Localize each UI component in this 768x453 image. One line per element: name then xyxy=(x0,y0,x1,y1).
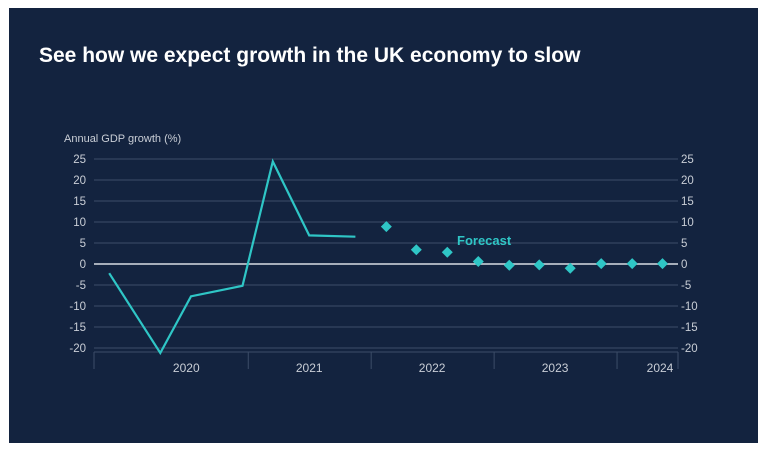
x-tick-label: 2024 xyxy=(647,361,674,375)
series-line xyxy=(108,158,356,356)
forecast-marker xyxy=(503,259,515,271)
y-tick-label-right: 10 xyxy=(681,217,694,229)
gridlines xyxy=(94,158,678,349)
forecast-series xyxy=(380,221,669,274)
y-tick-label-left: -10 xyxy=(69,301,86,313)
y-tick-label-left: 10 xyxy=(73,217,86,229)
y-tick-label-right: 5 xyxy=(681,238,687,250)
y-tick-label-left: -5 xyxy=(76,280,86,292)
y-tick-label-right: -5 xyxy=(681,280,691,292)
forecast-marker xyxy=(533,259,545,271)
forecast-marker xyxy=(441,246,453,258)
forecast-marker xyxy=(472,255,484,267)
forecast-label: Forecast xyxy=(457,233,512,248)
y-tick-label-right: 0 xyxy=(681,259,687,271)
x-tick-label: 2023 xyxy=(542,361,569,375)
y-axis-ticks: 25 25 20 20 15 15 10 10 5 5 0 0 -5 -5 -10 -10 -15 -15 -20 -… xyxy=(69,154,697,355)
y-tick-label-right: -15 xyxy=(681,322,698,334)
y-tick-label-left: 20 xyxy=(73,175,86,187)
y-tick-label-left: 0 xyxy=(80,259,86,271)
y-tick-label-left: 5 xyxy=(80,238,86,250)
y-tick-label-right: -20 xyxy=(681,343,698,355)
chart-title: See how we expect growth in the UK econo… xyxy=(39,44,581,67)
y-tick-label-left: -20 xyxy=(69,343,86,355)
y-tick-label-left: 25 xyxy=(73,154,86,166)
y-tick-label-left: 15 xyxy=(73,196,86,208)
y-tick-label-left: -15 xyxy=(69,322,86,334)
forecast-marker xyxy=(595,258,607,270)
y-tick-label-right: 25 xyxy=(681,154,694,166)
y-tick-label-right: 20 xyxy=(681,175,694,187)
forecast-marker xyxy=(380,221,392,233)
forecast-marker xyxy=(626,258,638,270)
x-tick-label: 2022 xyxy=(419,361,446,375)
forecast-marker xyxy=(410,244,422,256)
x-tick-label: 2020 xyxy=(173,361,200,375)
series xyxy=(108,158,669,356)
x-tick-label: 2021 xyxy=(296,361,323,375)
forecast-marker xyxy=(657,258,669,270)
actual-growth-series xyxy=(108,158,356,356)
y-tick-label-right: 15 xyxy=(681,196,694,208)
y-axis-label: Annual GDP growth (%) xyxy=(64,133,181,145)
y-tick-label-right: -10 xyxy=(681,301,698,313)
x-axis: 2020 2021 2022 2023 2024 xyxy=(93,351,679,375)
forecast-marker xyxy=(564,262,576,274)
